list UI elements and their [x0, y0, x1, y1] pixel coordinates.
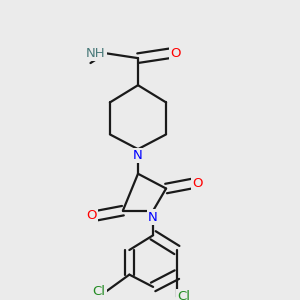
Text: O: O: [86, 209, 97, 222]
Text: NH: NH: [86, 47, 106, 60]
Text: N: N: [133, 149, 143, 162]
Text: O: O: [170, 47, 181, 60]
Text: O: O: [192, 177, 202, 190]
Text: N: N: [148, 211, 158, 224]
Text: Cl: Cl: [177, 290, 190, 300]
Text: Cl: Cl: [93, 285, 106, 298]
